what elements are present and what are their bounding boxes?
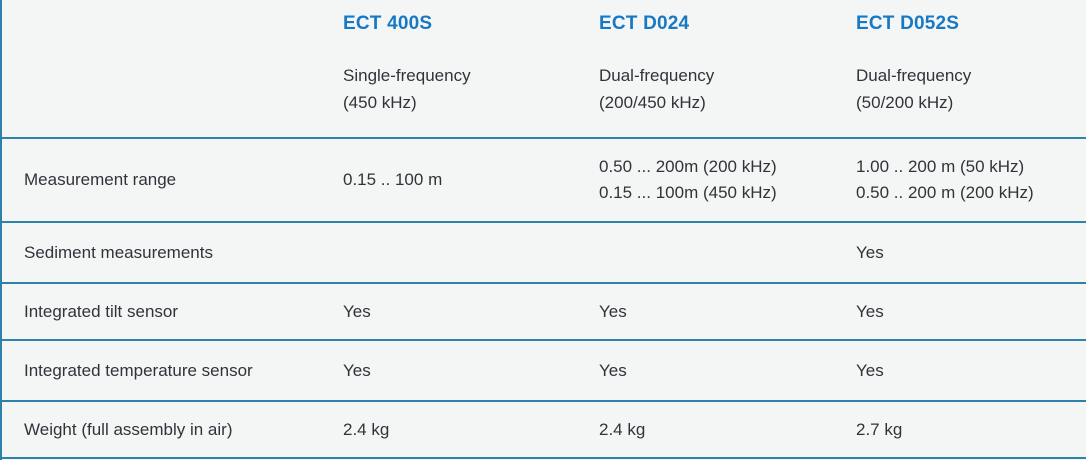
product-name: ECT D024: [599, 13, 690, 34]
header-spacer: [2, 0, 343, 137]
table-row-integrated-temperature-sensor: Integrated temperature sensor Yes Yes Ye…: [2, 339, 1086, 400]
product-name: ECT 400S: [343, 13, 433, 34]
product-name: ECT D052S: [856, 13, 960, 34]
cell-value: Yes: [856, 301, 884, 321]
row-label: Weight (full assembly in air): [24, 419, 233, 439]
cell-value: Yes: [856, 360, 884, 380]
product-column-ect-400s: ECT 400S Single-frequency (450 kHz): [343, 0, 599, 137]
row-label: Sediment measurements: [24, 242, 213, 262]
row-label: Integrated temperature sensor: [24, 360, 253, 380]
cell-value: 2.4 kg: [343, 419, 390, 439]
cell-value: Yes: [599, 301, 627, 321]
cell-value: 0.50 ... 200m (200 kHz) 0.15 ... 100m (4…: [599, 157, 777, 202]
cell-value: 2.4 kg: [599, 419, 646, 439]
product-subtitle: Dual-frequency (50/200 kHz): [856, 66, 972, 112]
cell-value: 1.00 .. 200 m (50 kHz) 0.50 .. 200 m (20…: [856, 157, 1034, 202]
product-column-ect-d052s: ECT D052S Dual-frequency (50/200 kHz): [856, 0, 1086, 137]
table-row-sediment-measurements: Sediment measurements Yes: [2, 221, 1086, 282]
row-label: Measurement range: [24, 170, 177, 189]
table-row-measurement-range: Measurement range 0.15 .. 100 m 0.50 ...…: [2, 137, 1086, 221]
product-column-ect-d024: ECT D024 Dual-frequency (200/450 kHz): [599, 0, 856, 137]
table-row-integrated-tilt-sensor: Integrated tilt sensor Yes Yes Yes: [2, 282, 1086, 339]
cell-value: Yes: [599, 360, 627, 380]
product-subtitle: Single-frequency (450 kHz): [343, 66, 471, 112]
cell-value: Yes: [343, 301, 371, 321]
cell-value: 2.7 kg: [856, 419, 903, 439]
table-row-weight: Weight (full assembly in air) 2.4 kg 2.4…: [2, 400, 1086, 459]
product-subtitle: Dual-frequency (200/450 kHz): [599, 66, 715, 112]
table-header-row: ECT 400S Single-frequency (450 kHz) ECT …: [2, 0, 1086, 137]
cell-value: Yes: [856, 242, 884, 262]
cell-value: 0.15 .. 100 m: [343, 170, 443, 189]
cell-value: Yes: [343, 360, 371, 380]
row-label: Integrated tilt sensor: [24, 301, 179, 321]
